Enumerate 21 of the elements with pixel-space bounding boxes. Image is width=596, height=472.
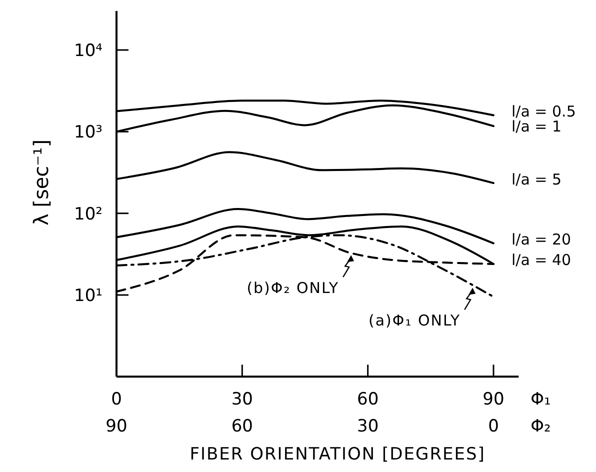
- x2-axis-title: Φ₂: [530, 416, 551, 437]
- series-label: l/a = 5: [512, 170, 562, 188]
- x2-tick-label: 90: [106, 416, 128, 437]
- x-axis-title: FIBER ORIENTATION [DEGREES]: [190, 444, 486, 465]
- series-label: l/a = 20: [512, 230, 572, 249]
- y-tick-label: 10⁴: [74, 40, 103, 61]
- text: Φ₁: [530, 390, 551, 410]
- x-tick-label: 0: [111, 390, 122, 410]
- series-label: l/a = 40: [512, 251, 572, 270]
- y-axis-title: λ [sec⁻¹]: [29, 139, 53, 226]
- x2-tick-label: 30: [357, 416, 379, 437]
- y-tick-label: 10³: [74, 122, 102, 143]
- annotation: (a)Φ₁ ONLY: [368, 312, 461, 330]
- y-tick-label: 10²: [74, 204, 102, 224]
- annotation: (b)Φ₂ ONLY: [246, 279, 340, 298]
- y-tick-label: 10¹: [74, 286, 102, 306]
- x-tick-label: 90: [482, 390, 504, 410]
- x2-tick-label: 60: [231, 416, 253, 437]
- x-tick-label: 30: [231, 390, 253, 410]
- x-tick-label: 60: [357, 390, 379, 410]
- x2-tick-label: 0: [488, 416, 499, 437]
